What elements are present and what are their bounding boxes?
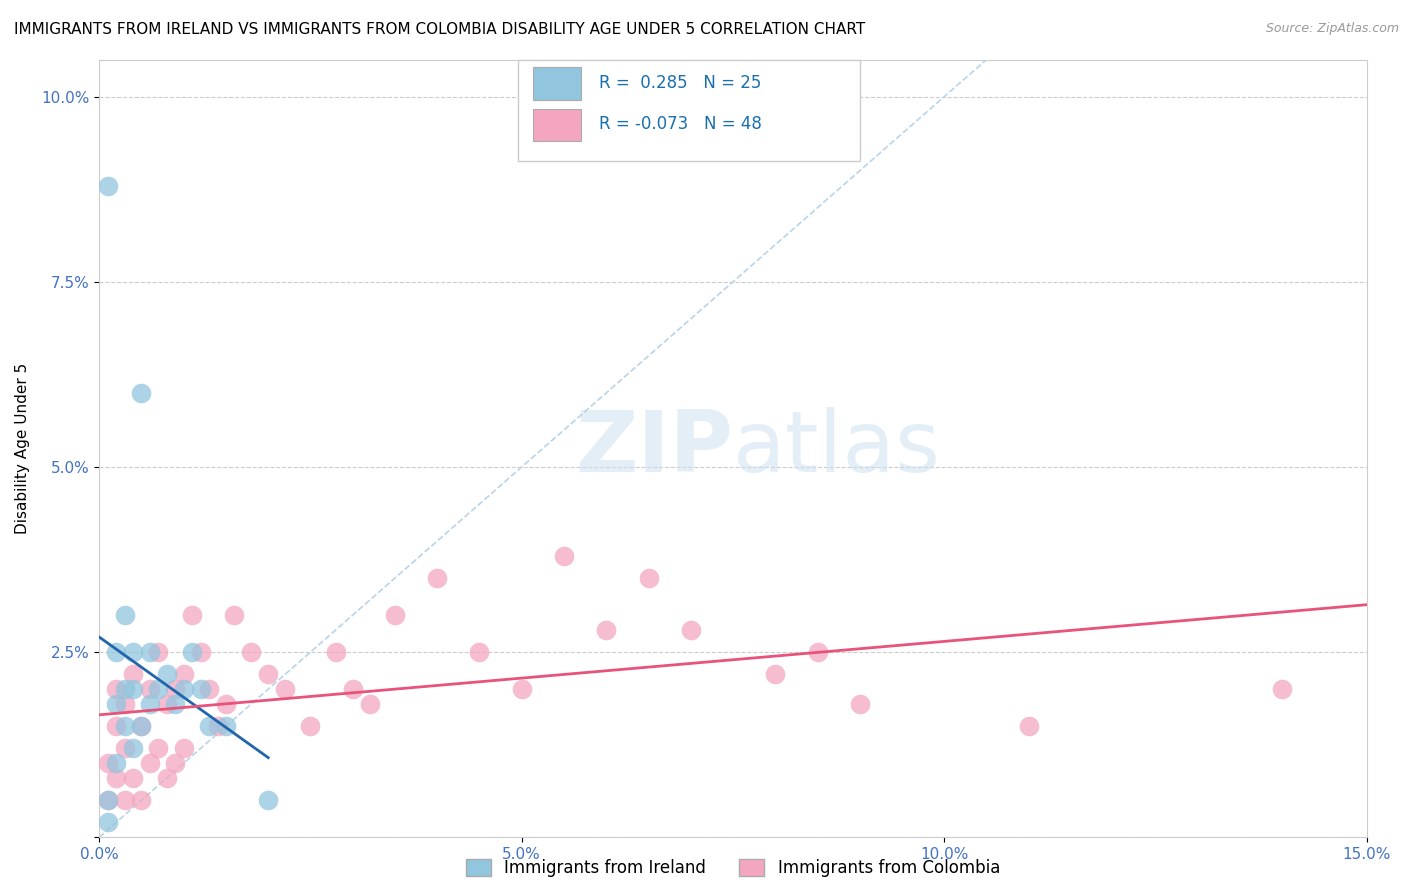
- Point: [122, 771, 145, 785]
- Point: [426, 571, 449, 585]
- Point: [105, 719, 128, 733]
- Point: [468, 645, 491, 659]
- Point: [849, 697, 872, 711]
- Text: R =  0.285   N = 25: R = 0.285 N = 25: [599, 74, 761, 92]
- Point: [122, 645, 145, 659]
- Point: [122, 682, 145, 697]
- Point: [384, 608, 406, 623]
- Point: [105, 682, 128, 697]
- Point: [1018, 719, 1040, 733]
- Point: [274, 682, 297, 697]
- Point: [131, 385, 153, 400]
- Point: [156, 697, 179, 711]
- Point: [105, 697, 128, 711]
- Point: [114, 682, 136, 697]
- Text: ZIP: ZIP: [575, 407, 733, 490]
- Point: [763, 667, 786, 681]
- Point: [131, 793, 153, 807]
- Point: [190, 682, 212, 697]
- Point: [510, 682, 533, 697]
- Point: [240, 645, 263, 659]
- Point: [105, 756, 128, 771]
- Point: [105, 771, 128, 785]
- Point: [156, 667, 179, 681]
- Text: IMMIGRANTS FROM IRELAND VS IMMIGRANTS FROM COLOMBIA DISABILITY AGE UNDER 5 CORRE: IMMIGRANTS FROM IRELAND VS IMMIGRANTS FR…: [14, 22, 865, 37]
- Text: atlas: atlas: [733, 407, 941, 490]
- Point: [257, 667, 280, 681]
- Point: [215, 719, 238, 733]
- Point: [806, 645, 828, 659]
- Text: R = -0.073   N = 48: R = -0.073 N = 48: [599, 115, 762, 133]
- Point: [131, 719, 153, 733]
- Point: [105, 645, 128, 659]
- FancyBboxPatch shape: [517, 60, 860, 161]
- Point: [299, 719, 322, 733]
- Point: [207, 719, 229, 733]
- Point: [156, 771, 179, 785]
- Y-axis label: Disability Age Under 5: Disability Age Under 5: [15, 363, 30, 534]
- Point: [114, 719, 136, 733]
- Point: [97, 815, 120, 830]
- Point: [148, 741, 170, 756]
- Point: [148, 645, 170, 659]
- Point: [224, 608, 246, 623]
- Point: [637, 571, 659, 585]
- Point: [114, 697, 136, 711]
- Point: [165, 682, 187, 697]
- Point: [181, 608, 204, 623]
- Point: [173, 667, 195, 681]
- Point: [181, 645, 204, 659]
- Point: [257, 793, 280, 807]
- Point: [139, 645, 162, 659]
- Point: [97, 756, 120, 771]
- Point: [173, 682, 195, 697]
- Point: [148, 682, 170, 697]
- Legend: Immigrants from Ireland, Immigrants from Colombia: Immigrants from Ireland, Immigrants from…: [460, 852, 1007, 883]
- Point: [679, 623, 702, 637]
- Point: [131, 719, 153, 733]
- Point: [342, 682, 364, 697]
- Point: [122, 667, 145, 681]
- Point: [97, 793, 120, 807]
- Point: [165, 756, 187, 771]
- Point: [595, 623, 617, 637]
- Point: [122, 741, 145, 756]
- Point: [190, 645, 212, 659]
- Point: [139, 756, 162, 771]
- Point: [198, 682, 221, 697]
- Point: [114, 608, 136, 623]
- Point: [198, 719, 221, 733]
- Point: [165, 697, 187, 711]
- Point: [215, 697, 238, 711]
- Point: [359, 697, 381, 711]
- FancyBboxPatch shape: [533, 109, 581, 141]
- Point: [97, 178, 120, 193]
- Point: [553, 549, 575, 563]
- Point: [114, 793, 136, 807]
- Point: [325, 645, 347, 659]
- Point: [1271, 682, 1294, 697]
- Point: [173, 741, 195, 756]
- FancyBboxPatch shape: [533, 68, 581, 100]
- Point: [114, 741, 136, 756]
- Text: Source: ZipAtlas.com: Source: ZipAtlas.com: [1265, 22, 1399, 36]
- Point: [139, 682, 162, 697]
- Point: [97, 793, 120, 807]
- Point: [139, 697, 162, 711]
